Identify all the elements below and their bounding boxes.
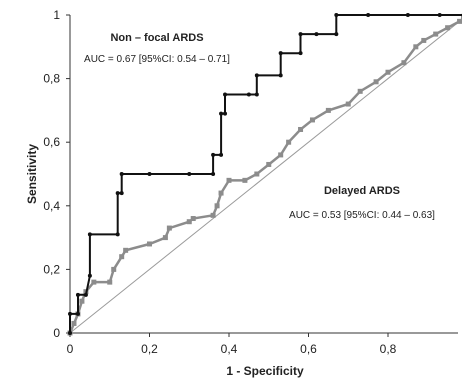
non-focal-ards-curve-point — [246, 92, 251, 97]
non-focal-ards-curve-point — [147, 172, 152, 176]
delayed-ards-curve-point — [218, 190, 224, 196]
delayed-ards-curve-point — [254, 171, 260, 177]
non-focal-ards-curve-point — [254, 92, 259, 97]
non-focal-ards-curve-point — [87, 232, 92, 237]
non-focal-ards-curve-point — [254, 73, 259, 78]
delayed-ards-curve-point — [421, 37, 427, 43]
non-focal-ards-curve-point — [211, 152, 216, 157]
delayed-ards-curve-point — [123, 247, 129, 253]
non-focal-ards-curve-point — [437, 13, 442, 17]
non-focal-ards-curve-point — [366, 13, 371, 17]
delayed-ards-curve-point — [357, 88, 363, 94]
reference-diagonal-line — [69, 18, 462, 334]
delayed-ards-curve-point — [401, 60, 407, 66]
delayed-ards-curve-point — [309, 117, 315, 123]
non-focal-ards-curve-point — [278, 51, 283, 56]
non-focal-ards-curve-point — [115, 232, 120, 237]
axes — [69, 15, 458, 334]
delayed-ards-curve-point — [413, 44, 419, 50]
x-tick-label: 0,4 — [221, 342, 238, 356]
non-focal-ards-curve-point — [223, 92, 228, 97]
y-tick-label: 1 — [53, 8, 60, 22]
non-focal-ards-curve-point — [219, 152, 224, 157]
delayed-ards-curve-point — [190, 216, 196, 222]
non-focal-ards-curve-point — [68, 311, 72, 316]
non-focal-ards-curve-point — [75, 292, 80, 297]
non-focal-ards-curve-point — [211, 172, 216, 176]
non-focal-ards-curve-point — [87, 273, 92, 278]
delayed-ards-curve-point — [162, 235, 168, 241]
delayed-ards-curve-point — [214, 203, 220, 209]
delayed-ards-curve-point — [91, 279, 97, 285]
non-focal-ards-curve-point — [298, 51, 303, 56]
delayed-ards-curve-point — [210, 212, 216, 218]
x-axis-title: 1 - Specificity — [226, 364, 304, 378]
ticks: 0 0,2 0,4 0,6 0,8 0 0,2 0,4 0,6 0,8 1 — [43, 8, 396, 356]
series-layer — [67, 13, 462, 336]
non-focal-ards-curve-point — [334, 13, 339, 17]
y-axis-title: Sensitivity — [25, 144, 39, 204]
x-tick-label: 0,2 — [141, 342, 158, 356]
non-focal-ards-curve-point — [334, 32, 339, 37]
delayed-ards-curve-point — [445, 25, 451, 31]
x-tick-label: 0,6 — [300, 342, 317, 356]
delayed-ards-curve-point — [345, 101, 351, 107]
delayed-ards-curve-point — [457, 18, 462, 24]
delayed-ards-curve-point — [266, 161, 272, 167]
non-focal-ards-curve-point — [219, 111, 224, 116]
non-focal-ards-label: Non – focal ARDS — [110, 32, 203, 44]
delayed-ards-curve-point — [325, 107, 331, 113]
non-focal-ards-curve-point — [314, 32, 319, 37]
delayed-ards-curve-point — [71, 320, 77, 326]
delayed-ards-curve-point — [286, 139, 292, 145]
y-tick-label: 0 — [53, 326, 60, 340]
delayed-ards-label: Delayed ARDS — [324, 185, 400, 197]
y-tick-label: 0,2 — [43, 262, 60, 276]
non-focal-ards-curve-point — [278, 73, 283, 78]
delayed-ards-curve-point — [278, 152, 284, 158]
delayed-ards-curve-point — [433, 31, 439, 37]
delayed-ards-curve-point — [79, 298, 85, 304]
delayed-ards-curve-point — [111, 266, 117, 272]
y-tick-label: 0,8 — [43, 72, 60, 86]
non-focal-ards-curve-point — [223, 111, 228, 116]
delayed-ards-curve-point — [147, 241, 152, 247]
non-focal-ards-curve-point — [68, 331, 72, 335]
x-tick-label: 0,8 — [380, 342, 397, 356]
non-focal-ards-curve-point — [115, 191, 120, 196]
non-focal-ards-auc: AUC = 0.67 [95%CI: 0.54 – 0.71] — [84, 54, 230, 65]
y-tick-label: 0,4 — [43, 199, 60, 213]
x-tick-label: 0 — [67, 342, 74, 356]
non-focal-ards-curve-point — [187, 172, 192, 176]
delayed-ards-curve-point — [373, 79, 379, 85]
non-focal-ards-curve-point — [75, 311, 80, 316]
y-tick-label: 0,6 — [43, 135, 60, 149]
non-focal-ards-curve-point — [298, 32, 303, 37]
delayed-ards-curve-point — [385, 69, 391, 75]
delayed-ards-curve-point — [107, 279, 113, 285]
delayed-ards-curve-point — [119, 254, 125, 260]
delayed-ards-curve-point — [226, 177, 232, 183]
delayed-ards-curve-point — [166, 225, 172, 231]
non-focal-ards-curve-point — [83, 292, 88, 297]
delayed-ards-curve-point — [298, 126, 304, 132]
delayed-ards-curve-point — [186, 219, 192, 225]
non-focal-ards-curve-point — [119, 172, 124, 176]
non-focal-ards-curve-point — [405, 13, 410, 17]
non-focal-ards-curve-point — [119, 191, 124, 196]
delayed-ards-auc: AUC = 0.53 [95%CI: 0.44 – 0.63] — [289, 210, 435, 221]
delayed-ards-curve-point — [242, 177, 248, 183]
